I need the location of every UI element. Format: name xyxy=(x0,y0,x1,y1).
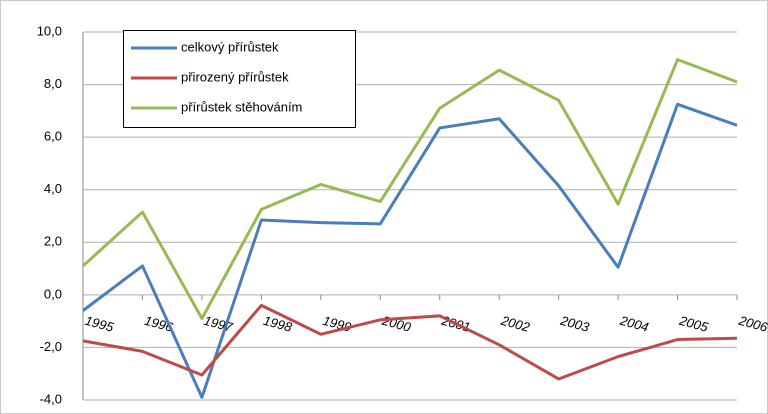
y-tick-label: 8,0 xyxy=(44,76,62,91)
y-tick-label: 0,0 xyxy=(44,286,62,301)
y-tick-label: 2,0 xyxy=(44,234,62,249)
legend: celkový přírůstek přirozený přírůstek přír… xyxy=(123,30,356,128)
x-tick-label: 2004 xyxy=(617,313,650,335)
series-line xyxy=(81,58,738,321)
legend-label: celkový přírůstek xyxy=(181,39,279,54)
x-tick-label: 1997 xyxy=(202,313,235,335)
legend-label: přírůstek stěhováním xyxy=(181,99,302,114)
y-tick-label: 10,0 xyxy=(37,23,62,38)
series-line xyxy=(82,102,738,399)
series-line xyxy=(82,303,738,381)
x-tick-label: 1995 xyxy=(83,313,116,335)
y-tick-label: 4,0 xyxy=(44,181,62,196)
y-tick-label: -2,0 xyxy=(40,339,62,354)
legend-label: přirozený přírůstek xyxy=(181,69,289,84)
y-tick-label: 6,0 xyxy=(44,129,62,144)
y-tick-label: -4,0 xyxy=(40,391,62,406)
